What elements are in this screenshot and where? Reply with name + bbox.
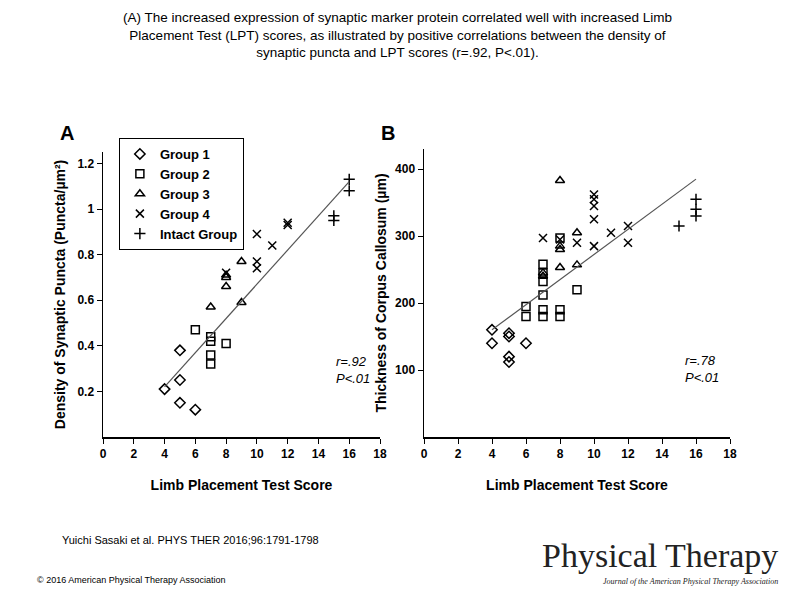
svg-text:14: 14 [655,447,669,461]
svg-text:Thickness of Corpus Callosum (: Thickness of Corpus Callosum (µm) [373,173,389,412]
svg-text:0: 0 [100,447,107,461]
svg-text:0.8: 0.8 [77,248,94,262]
svg-text:Journal of the American Physic: Journal of the American Physical Therapy… [603,577,778,586]
svg-text:Limb Placement Test Score: Limb Placement Test Score [151,477,333,493]
svg-text:Limb Placement Test Score: Limb Placement Test Score [486,477,668,493]
svg-text:10: 10 [250,447,264,461]
svg-text:18: 18 [373,447,387,461]
svg-text:16: 16 [343,447,357,461]
svg-text:6: 6 [523,447,530,461]
svg-text:4: 4 [161,447,168,461]
svg-text:100: 100 [395,363,415,377]
svg-text:4: 4 [489,447,496,461]
svg-text:r=.92P<.01: r=.92P<.01 [336,354,370,386]
svg-text:12: 12 [281,447,295,461]
svg-text:200: 200 [395,296,415,310]
svg-text:© 2016 American Physical Thera: © 2016 American Physical Therapy Associa… [37,575,226,585]
svg-text:Group 4: Group 4 [160,207,211,222]
svg-text:A: A [60,122,74,144]
svg-text:Density of Synaptic Puncta (Pu: Density of Synaptic Puncta (Puncta/µm²) [52,160,68,429]
svg-text:0.2: 0.2 [77,385,94,399]
svg-text:Group 1: Group 1 [160,147,210,162]
svg-text:Physical Therapy: Physical Therapy [542,537,778,574]
svg-text:(A) The increased expression o: (A) The increased expression of synaptic… [123,10,672,60]
svg-text:18: 18 [723,447,737,461]
svg-text:8: 8 [223,447,230,461]
svg-text:2: 2 [455,447,462,461]
svg-text:8: 8 [557,447,564,461]
svg-text:r=.78P<.01: r=.78P<.01 [685,353,719,385]
svg-text:0: 0 [421,447,428,461]
svg-text:B: B [381,122,395,144]
svg-text:16: 16 [689,447,703,461]
svg-text:0.4: 0.4 [77,339,94,353]
svg-text:Intact Group: Intact Group [160,227,237,242]
svg-text:300: 300 [395,229,415,243]
svg-text:1.2: 1.2 [77,157,94,171]
svg-text:Group 3: Group 3 [160,187,210,202]
svg-text:12: 12 [621,447,635,461]
svg-text:14: 14 [312,447,326,461]
svg-text:1: 1 [87,202,94,216]
svg-text:6: 6 [192,447,199,461]
svg-text:Group 2: Group 2 [160,167,210,182]
svg-text:Yuichi Sasaki et al. PHYS THER: Yuichi Sasaki et al. PHYS THER 2016;96:1… [62,534,319,546]
svg-text:2: 2 [130,447,137,461]
svg-text:0.6: 0.6 [77,293,94,307]
svg-text:10: 10 [587,447,601,461]
svg-text:400: 400 [395,162,415,176]
